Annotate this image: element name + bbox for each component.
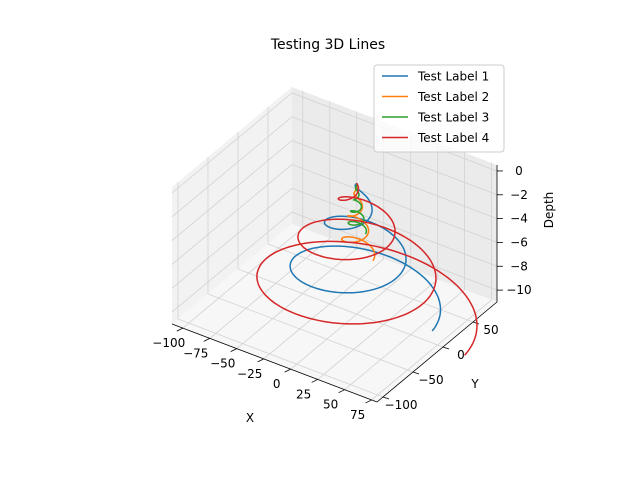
series-line-2 xyxy=(340,182,376,262)
z-tick-label: −4 xyxy=(510,212,528,226)
x-tick-label: 50 xyxy=(323,398,338,412)
x-tick-label: −100 xyxy=(152,336,185,350)
z-axis-label: Depth xyxy=(542,192,556,229)
x-tick xyxy=(257,358,264,363)
x-tick xyxy=(338,389,345,394)
grid-line-z xyxy=(171,163,498,265)
y-axis-label: Y xyxy=(470,377,479,391)
grid-line-z xyxy=(171,140,498,241)
x-tick-label: 75 xyxy=(350,408,365,422)
grid-line-x xyxy=(290,132,412,370)
x-tick xyxy=(365,399,372,404)
legend-box xyxy=(373,64,505,153)
x-tick xyxy=(176,327,183,332)
legend-label-2: Test Label 2 xyxy=(417,90,489,104)
axes-panes xyxy=(172,87,497,402)
x-tick-label: −75 xyxy=(183,346,208,360)
grid-line-x xyxy=(317,142,439,380)
legend: Test Label 1 Test Label 2 Test Label 3 Test… xyxy=(373,64,505,153)
grid-line-z xyxy=(171,211,498,313)
z-tick-label: −8 xyxy=(510,259,528,273)
grid-line-y xyxy=(267,107,474,323)
grid-line-x xyxy=(371,162,493,401)
x-tick-label: 25 xyxy=(296,387,311,401)
x-axis-label: X xyxy=(246,411,254,425)
grid-line-z xyxy=(171,116,498,218)
z-tick-label: −6 xyxy=(510,235,528,249)
grid-line-y xyxy=(237,132,444,348)
pane-back xyxy=(292,87,497,302)
y-tick-label: −100 xyxy=(385,398,418,412)
z-tick-label: −10 xyxy=(506,283,531,297)
tick-marks: −100−75−50−250255075−100−500500−2−4−6−8−… xyxy=(152,164,531,422)
z-tick-label: −2 xyxy=(510,188,528,202)
grid-line-x xyxy=(344,152,466,391)
y-tick xyxy=(382,396,390,400)
y-tick xyxy=(412,371,420,375)
x-tick-label: −50 xyxy=(210,357,235,371)
grid-line-x xyxy=(263,121,385,360)
x-tick-label: 0 xyxy=(273,377,281,391)
z-tick-label: 0 xyxy=(515,164,523,178)
y-tick-label: −50 xyxy=(418,373,443,387)
legend-label-4: Test Label 4 xyxy=(417,131,489,145)
x-tick xyxy=(311,379,318,383)
x-tick xyxy=(230,348,237,352)
y-tick xyxy=(442,346,450,350)
grid-line-y xyxy=(207,157,414,373)
grid-line-x xyxy=(236,111,358,349)
x-tick xyxy=(284,368,291,373)
series-line-3 xyxy=(347,182,368,235)
x-tick-label: −25 xyxy=(237,367,262,381)
legend-label-1: Test Label 1 xyxy=(417,70,489,84)
grid-line-y xyxy=(177,182,384,398)
grid-line-x xyxy=(209,101,331,339)
pane-floor xyxy=(172,224,497,402)
x-axis-line xyxy=(171,323,378,403)
chart-title: Testing 3D Lines xyxy=(270,37,385,53)
y-tick-label: 50 xyxy=(483,323,498,337)
series-layer xyxy=(256,182,478,356)
y-tick-label: 0 xyxy=(457,348,465,362)
y-tick xyxy=(472,321,480,325)
pane-left xyxy=(172,87,292,324)
grid-line-z xyxy=(171,187,498,289)
gridlines xyxy=(171,91,498,401)
series-line-4 xyxy=(256,182,478,356)
x-tick xyxy=(203,338,210,342)
legend-label-3: Test Label 3 xyxy=(417,111,489,125)
